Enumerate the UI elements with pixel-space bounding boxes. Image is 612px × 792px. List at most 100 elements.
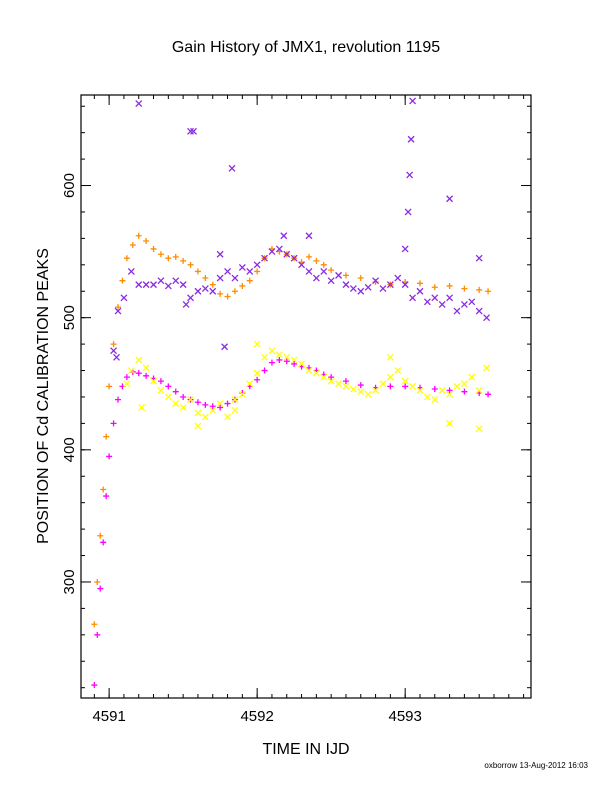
data-point xyxy=(224,400,231,407)
data-point xyxy=(201,285,209,293)
data-point xyxy=(246,380,254,388)
data-point xyxy=(194,287,202,295)
data-point xyxy=(468,298,476,306)
data-point xyxy=(485,288,492,295)
data-point xyxy=(228,164,236,172)
data-point xyxy=(106,383,113,390)
data-point xyxy=(431,386,438,393)
data-point xyxy=(386,373,394,381)
data-point xyxy=(110,347,118,355)
data-point xyxy=(409,97,417,105)
data-point xyxy=(202,275,209,282)
data-point xyxy=(135,232,142,239)
x-axis-label: TIME IN IJD xyxy=(262,741,349,758)
y-tick-label: 300 xyxy=(61,569,78,594)
data-point xyxy=(320,261,327,268)
data-point xyxy=(182,300,190,308)
data-point xyxy=(453,382,461,390)
data-point xyxy=(157,386,165,394)
x-tick-label: 4591 xyxy=(92,708,125,725)
data-point xyxy=(106,453,113,460)
data-point xyxy=(416,280,423,287)
data-point xyxy=(475,425,483,433)
data-point xyxy=(485,391,492,398)
data-point xyxy=(143,372,150,379)
data-point xyxy=(357,388,365,396)
data-point xyxy=(357,275,364,282)
data-point xyxy=(97,532,104,539)
data-point xyxy=(379,285,387,293)
data-point xyxy=(290,356,298,364)
data-point xyxy=(386,353,394,361)
y-axis-ticks xyxy=(81,105,531,689)
series-0 xyxy=(91,232,492,628)
data-point xyxy=(320,373,328,381)
data-point xyxy=(364,283,372,291)
data-point xyxy=(283,358,290,365)
data-point xyxy=(127,367,135,374)
data-point xyxy=(246,277,253,284)
data-point xyxy=(194,409,202,417)
data-point xyxy=(209,287,217,295)
data-point xyxy=(460,300,468,308)
data-point xyxy=(291,360,298,367)
data-point xyxy=(172,277,180,285)
data-point xyxy=(312,274,320,282)
data-point xyxy=(91,682,98,689)
data-point xyxy=(475,254,483,262)
data-point xyxy=(113,353,120,361)
chart-title: Gain History of JMX1, revolution 1195 xyxy=(172,39,440,56)
data-point xyxy=(416,386,424,394)
data-point xyxy=(253,261,261,269)
series-2 xyxy=(110,97,491,361)
data-point xyxy=(172,388,179,395)
data-point xyxy=(135,281,143,289)
data-point xyxy=(402,383,409,390)
data-point xyxy=(394,274,402,282)
data-point xyxy=(150,377,157,385)
data-point xyxy=(179,404,187,411)
data-point xyxy=(261,367,268,374)
footer-credit: oxborrow 13-Aug-2012 16:03 xyxy=(484,761,588,770)
data-point xyxy=(231,274,239,282)
data-point xyxy=(209,406,217,414)
data-point xyxy=(224,413,232,421)
data-point xyxy=(320,267,328,275)
x-axis-ticks xyxy=(93,95,525,698)
data-point xyxy=(446,390,454,398)
data-point xyxy=(142,364,150,372)
data-point xyxy=(216,250,224,258)
data-point xyxy=(157,378,164,385)
data-point xyxy=(172,253,179,260)
data-point xyxy=(224,293,231,300)
data-point xyxy=(217,290,224,297)
data-point xyxy=(431,396,439,404)
data-point xyxy=(231,406,239,414)
data-point xyxy=(115,396,122,403)
data-point xyxy=(180,257,187,264)
data-point xyxy=(476,286,483,293)
data-point xyxy=(407,135,415,143)
data-point xyxy=(305,232,313,240)
data-point xyxy=(342,378,349,385)
data-point xyxy=(123,255,130,262)
data-point xyxy=(268,359,275,366)
data-point xyxy=(446,195,454,203)
data-point xyxy=(364,390,372,398)
data-point xyxy=(335,271,343,279)
data-point xyxy=(261,353,269,361)
data-point xyxy=(165,383,172,390)
data-point xyxy=(179,281,187,289)
y-tick-label: 600 xyxy=(61,173,78,198)
data-point xyxy=(431,284,438,291)
data-point xyxy=(357,287,365,295)
data-point xyxy=(313,257,320,264)
data-point xyxy=(239,282,246,289)
data-point xyxy=(238,390,246,398)
data-point xyxy=(327,277,335,285)
data-point xyxy=(280,232,288,240)
data-point xyxy=(401,377,409,385)
data-point xyxy=(253,369,261,377)
x-axis-tick-labels: 4591 4592 4593 xyxy=(92,708,421,725)
